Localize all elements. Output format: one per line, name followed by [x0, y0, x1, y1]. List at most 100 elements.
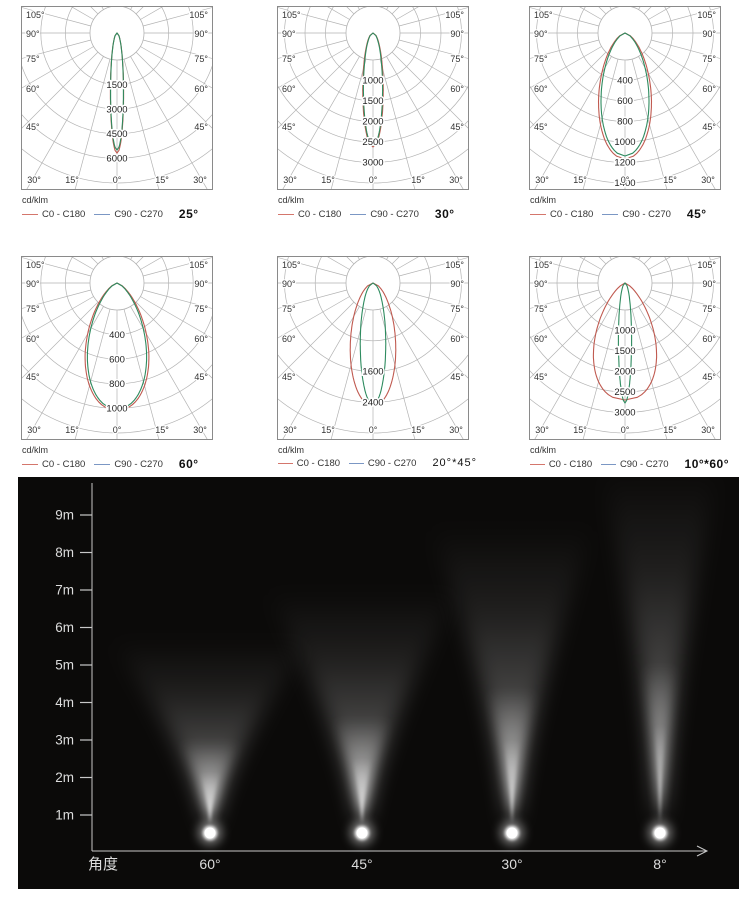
svg-text:60°: 60° — [450, 84, 464, 94]
svg-text:600: 600 — [109, 354, 125, 365]
svg-text:90°: 90° — [194, 29, 208, 39]
legend-unit-label: cd/klm — [22, 195, 49, 205]
svg-text:1500: 1500 — [106, 80, 127, 91]
svg-text:45°: 45° — [534, 122, 548, 132]
svg-text:30°: 30° — [283, 175, 297, 185]
svg-text:90°: 90° — [702, 279, 716, 289]
svg-text:60°: 60° — [702, 84, 716, 94]
svg-text:75°: 75° — [702, 304, 716, 314]
svg-text:15°: 15° — [573, 175, 587, 185]
legend-unit-label: cd/klm — [278, 195, 305, 205]
svg-text:90°: 90° — [26, 29, 40, 39]
polar-diagram: 400 600 800 1000 105° 105° 90° 90° 75° 75° 60° 60° 4… — [21, 256, 213, 440]
polar-diagram: 1600 2400 105° 105° 90° 90° 75° 75° 60° 60° 45° 45°… — [277, 256, 469, 440]
svg-text:90°: 90° — [450, 279, 464, 289]
svg-text:75°: 75° — [282, 304, 296, 314]
svg-text:2400: 2400 — [362, 397, 383, 408]
beam-throw-diagram: 9m 8m 7m 6m 5m 4m 3m 2m 1m 角度 60° 45° 30° 8° — [18, 477, 739, 889]
legend-line-swatch-c90 — [94, 463, 111, 465]
legend-label-c0: C0 - C180 — [42, 458, 86, 470]
svg-text:1m: 1m — [55, 808, 74, 823]
svg-text:0°: 0° — [113, 425, 122, 435]
svg-text:2m: 2m — [55, 770, 74, 785]
svg-text:3000: 3000 — [106, 104, 127, 115]
svg-text:75°: 75° — [450, 304, 464, 314]
svg-text:15°: 15° — [321, 175, 335, 185]
svg-text:15°: 15° — [65, 425, 79, 435]
legend-line-swatch-c90 — [350, 213, 367, 215]
chart-legend: cd/klm C0 - C180 C90 - C270 10°*60° — [529, 445, 729, 471]
svg-text:90°: 90° — [282, 29, 296, 39]
svg-text:30°: 30° — [283, 425, 297, 435]
legend-unit-label: cd/klm — [278, 445, 305, 455]
beam-angle-title: 45° — [686, 207, 707, 221]
svg-text:90°: 90° — [194, 279, 208, 289]
svg-text:30°: 30° — [701, 425, 715, 435]
svg-text:45°: 45° — [194, 122, 208, 132]
svg-text:75°: 75° — [194, 54, 208, 64]
polar-chart-45deg: 400 600 800 1000 1200 1400 105° 105° 90° 90° 75° 75… — [529, 6, 729, 221]
svg-text:30°: 30° — [193, 425, 207, 435]
svg-text:6m: 6m — [55, 620, 74, 635]
svg-text:75°: 75° — [282, 54, 296, 64]
svg-text:15°: 15° — [155, 175, 169, 185]
svg-text:30°: 30° — [27, 175, 41, 185]
svg-text:105°: 105° — [697, 10, 716, 20]
svg-text:75°: 75° — [26, 304, 40, 314]
svg-text:8°: 8° — [653, 856, 666, 872]
svg-text:45°: 45° — [702, 372, 716, 382]
svg-text:105°: 105° — [26, 10, 45, 20]
svg-text:30°: 30° — [501, 856, 522, 872]
legend-label-c0: C0 - C180 — [42, 208, 86, 220]
svg-text:60°: 60° — [702, 334, 716, 344]
svg-text:30°: 30° — [535, 425, 549, 435]
svg-text:0°: 0° — [369, 425, 378, 435]
svg-text:75°: 75° — [450, 54, 464, 64]
svg-text:1000: 1000 — [614, 326, 635, 337]
beam-angle-title: 20°*45° — [432, 457, 477, 469]
svg-text:45°: 45° — [194, 372, 208, 382]
svg-text:60°: 60° — [194, 84, 208, 94]
svg-text:15°: 15° — [663, 175, 677, 185]
svg-text:105°: 105° — [445, 10, 464, 20]
legend-label-c90: C90 - C270 — [114, 208, 163, 220]
svg-text:2500: 2500 — [614, 387, 635, 398]
svg-text:90°: 90° — [534, 29, 548, 39]
svg-text:30°: 30° — [535, 175, 549, 185]
beam-angle-title: 30° — [434, 207, 455, 221]
legend-label-c0: C0 - C180 — [548, 458, 593, 470]
svg-text:800: 800 — [109, 379, 125, 390]
svg-text:2000: 2000 — [362, 117, 383, 128]
polar-chart-25deg: 1500 3000 4500 6000 105° 105° 90° 90° 75° 75° 60° 6… — [21, 6, 221, 221]
svg-text:75°: 75° — [534, 54, 548, 64]
beam-angle-title: 60° — [178, 457, 199, 471]
svg-text:0°: 0° — [621, 425, 630, 435]
legend-unit-label: cd/klm — [530, 195, 557, 205]
svg-text:30°: 30° — [449, 425, 463, 435]
svg-text:105°: 105° — [445, 260, 464, 270]
svg-text:105°: 105° — [282, 10, 301, 20]
legend-line-swatch-c0 — [530, 213, 546, 215]
svg-text:105°: 105° — [534, 260, 553, 270]
svg-text:105°: 105° — [697, 260, 716, 270]
svg-text:90°: 90° — [450, 29, 464, 39]
svg-text:45°: 45° — [26, 122, 40, 132]
chart-legend: cd/klm C0 - C180 C90 - C270 60° — [21, 445, 221, 471]
chart-legend: cd/klm C0 - C180 C90 - C270 20°*45° — [277, 445, 477, 469]
legend-line-swatch-c0 — [530, 463, 545, 465]
svg-text:1500: 1500 — [362, 96, 383, 107]
svg-text:400: 400 — [109, 330, 125, 341]
svg-text:3000: 3000 — [614, 408, 635, 419]
svg-text:60°: 60° — [26, 84, 40, 94]
svg-text:45°: 45° — [282, 122, 296, 132]
svg-text:105°: 105° — [189, 10, 208, 20]
svg-text:15°: 15° — [411, 175, 425, 185]
legend-line-swatch-c90 — [601, 463, 616, 465]
legend-line-swatch-c90 — [349, 462, 364, 464]
svg-text:1600: 1600 — [362, 367, 383, 378]
svg-text:60°: 60° — [282, 334, 296, 344]
svg-text:5m: 5m — [55, 658, 74, 673]
chart-legend: cd/klm C0 - C180 C90 - C270 25° — [21, 195, 221, 221]
svg-text:7m: 7m — [55, 583, 74, 598]
legend-line-swatch-c0 — [278, 462, 293, 464]
